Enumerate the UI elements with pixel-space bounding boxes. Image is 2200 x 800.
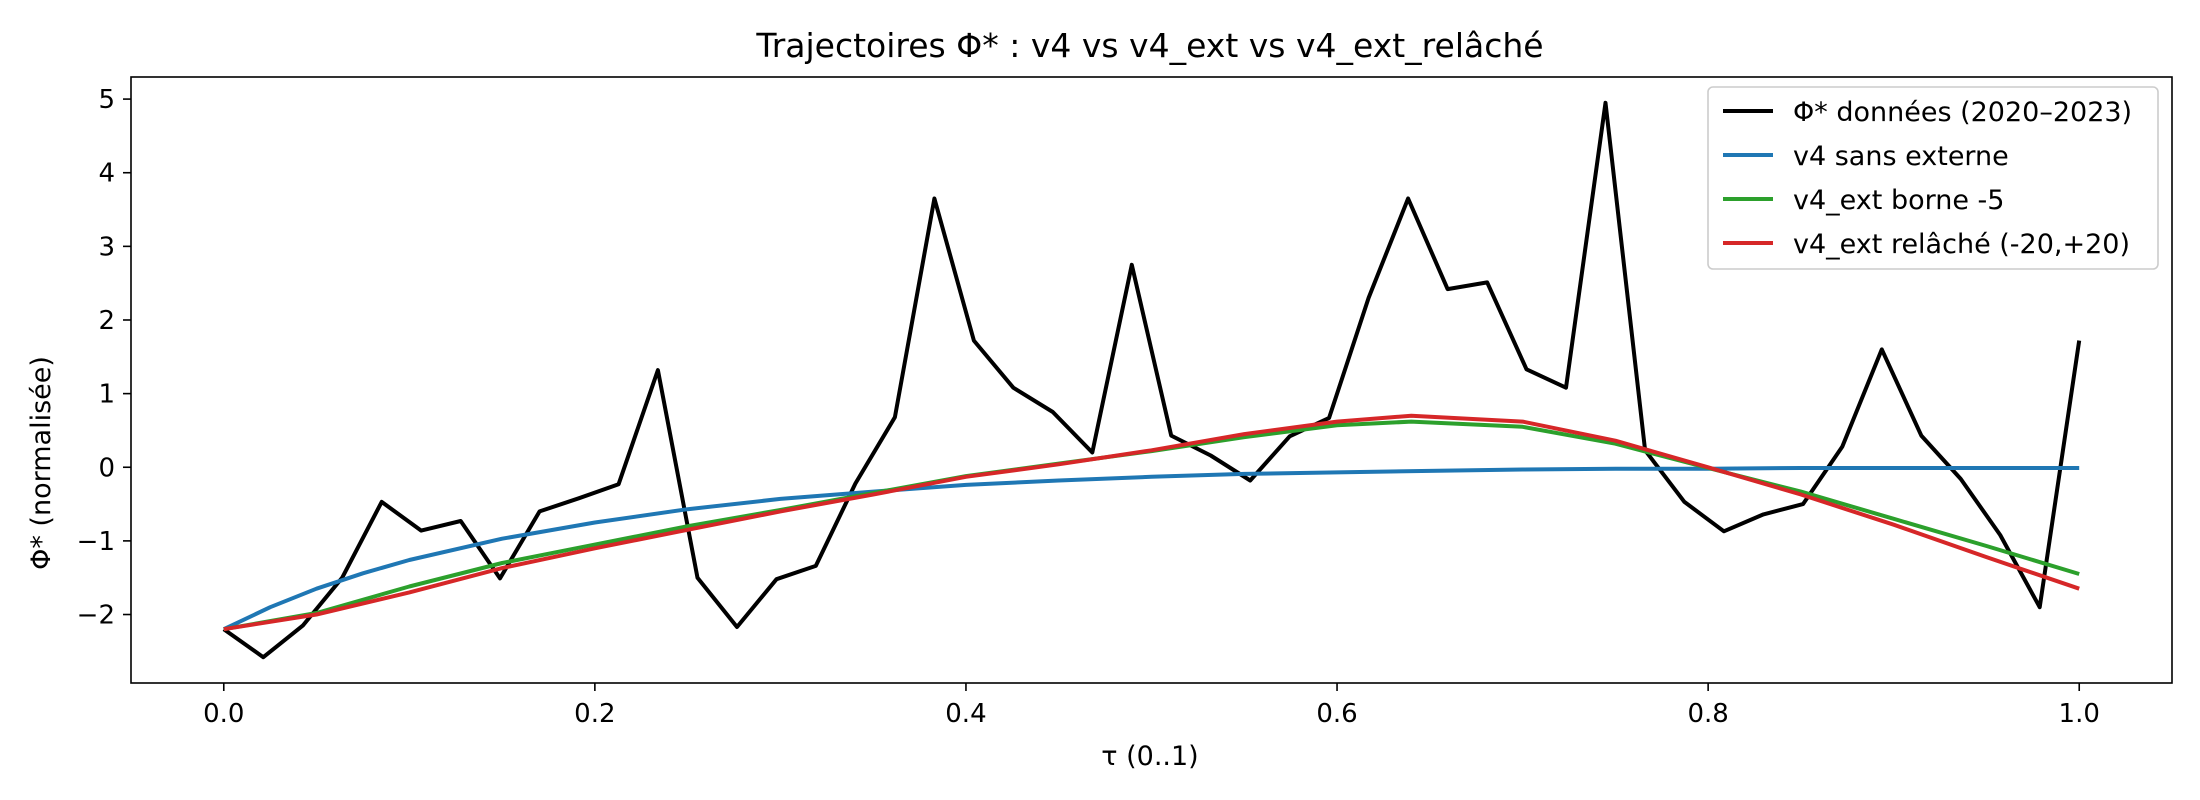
legend-box: [1707, 86, 2159, 270]
y-tick-label: −1: [77, 527, 115, 557]
plot-frame: [130, 76, 2173, 684]
y-tick-label: 2: [98, 306, 115, 336]
y-tick-label: 5: [98, 85, 115, 115]
series-line-0: [222, 100, 2082, 660]
x-tick-label: 0.6: [1316, 699, 1357, 729]
y-tick-label: 3: [98, 232, 115, 262]
chart-title: Trajectoires Φ* : v4 vs v4_ext vs v4_ext…: [755, 26, 1543, 65]
y-tick-label: 0: [98, 453, 115, 483]
legend-label-1: v4 sans externe: [1793, 141, 2009, 172]
legend-label-3: v4_ext relâché (-20,+20): [1793, 229, 2130, 260]
x-tick-label: 0.2: [574, 699, 615, 729]
series-line-3: [223, 413, 2080, 632]
x-tick-label: 1.0: [2059, 699, 2100, 729]
x-tick-label: 0.0: [203, 699, 244, 729]
x-axis-title: τ (0..1): [1101, 741, 1198, 772]
plot-area: 0.0 0.2 0.4 0.6 0.8 1.0 −2 −1 0 1 2 3 4 5: [77, 76, 2173, 729]
legend-label-0: Φ* données (2020–2023): [1793, 97, 2132, 128]
y-tick-label: 1: [98, 380, 115, 410]
y-tick-label: 4: [98, 159, 115, 189]
y-tick-label: −2: [77, 601, 115, 631]
legend-label-2: v4_ext borne -5: [1793, 185, 2004, 216]
x-tick-label: 0.8: [1687, 699, 1728, 729]
legend: Φ* données (2020–2023) v4 sans externe v4_…: [1707, 86, 2159, 270]
series-line-2: [223, 419, 2080, 632]
series-line-1: [222, 466, 2080, 632]
y-axis-title: Φ* (normalisée): [26, 356, 57, 570]
x-tick-label: 0.4: [945, 699, 986, 729]
